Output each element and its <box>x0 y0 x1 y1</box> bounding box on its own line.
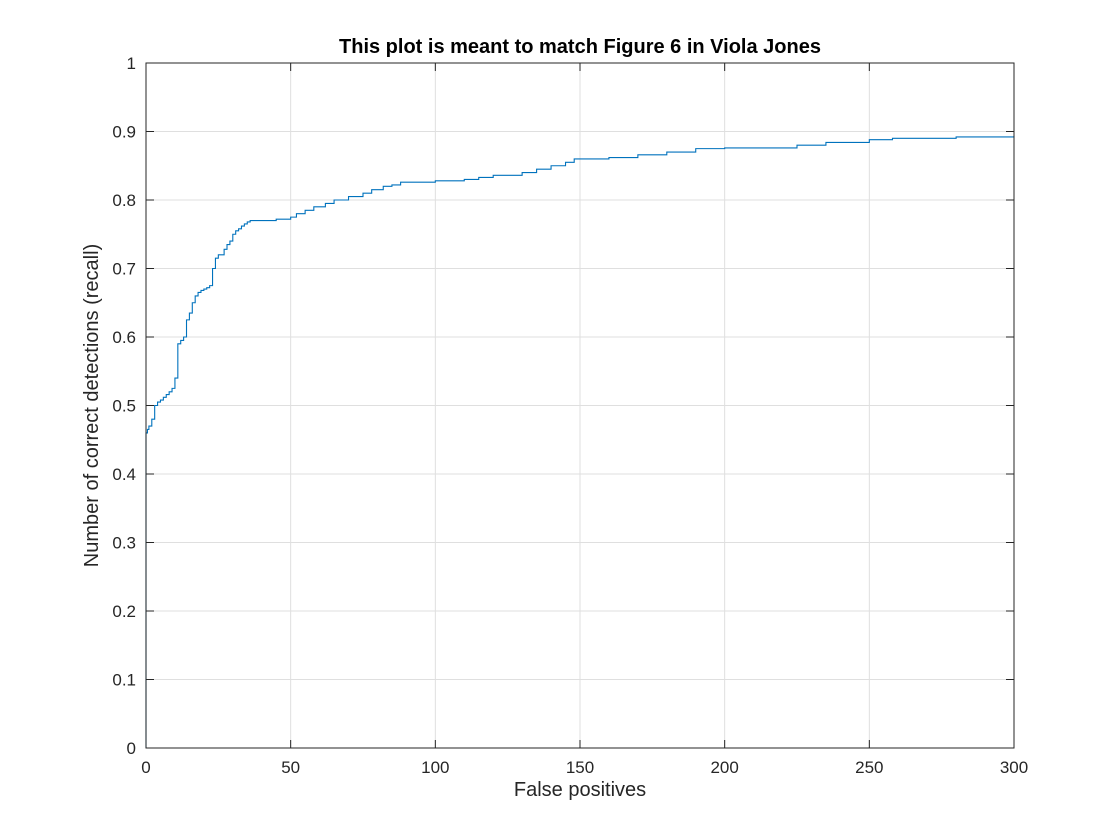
x-tick-label: 100 <box>421 758 449 777</box>
ticks: 0 50 100 150 200 250 300 0 0.1 0.2 0.3 0.4 0.5 0.6 0.7… <box>112 54 1028 777</box>
y-tick-label: 0.7 <box>112 260 136 279</box>
y-tick-label: 0.2 <box>112 602 136 621</box>
y-tick-label: 1 <box>127 54 136 73</box>
x-tick-label: 0 <box>141 758 150 777</box>
x-axis-label: False positives <box>514 779 646 801</box>
y-tick-label: 0.8 <box>112 191 136 210</box>
chart-title: This plot is meant to match Figure 6 in … <box>339 36 821 58</box>
y-tick-label: 0.1 <box>112 671 136 690</box>
y-tick-label: 0 <box>127 739 136 758</box>
x-tick-label: 150 <box>566 758 594 777</box>
y-tick-label: 0.9 <box>112 123 136 142</box>
y-tick-label: 0.6 <box>112 328 136 347</box>
series-layer <box>145 135 1015 748</box>
x-tick-label: 300 <box>1000 758 1028 777</box>
x-tick-label: 250 <box>855 758 883 777</box>
x-tick-label: 200 <box>710 758 738 777</box>
y-tick-label: 0.5 <box>112 397 136 416</box>
x-tick-label: 50 <box>281 758 300 777</box>
y-tick-label: 0.3 <box>112 534 136 553</box>
y-axis-label: Number of correct detections (recall) <box>81 244 103 567</box>
series-line-0 <box>145 135 1015 748</box>
y-tick-label: 0.4 <box>112 465 136 484</box>
